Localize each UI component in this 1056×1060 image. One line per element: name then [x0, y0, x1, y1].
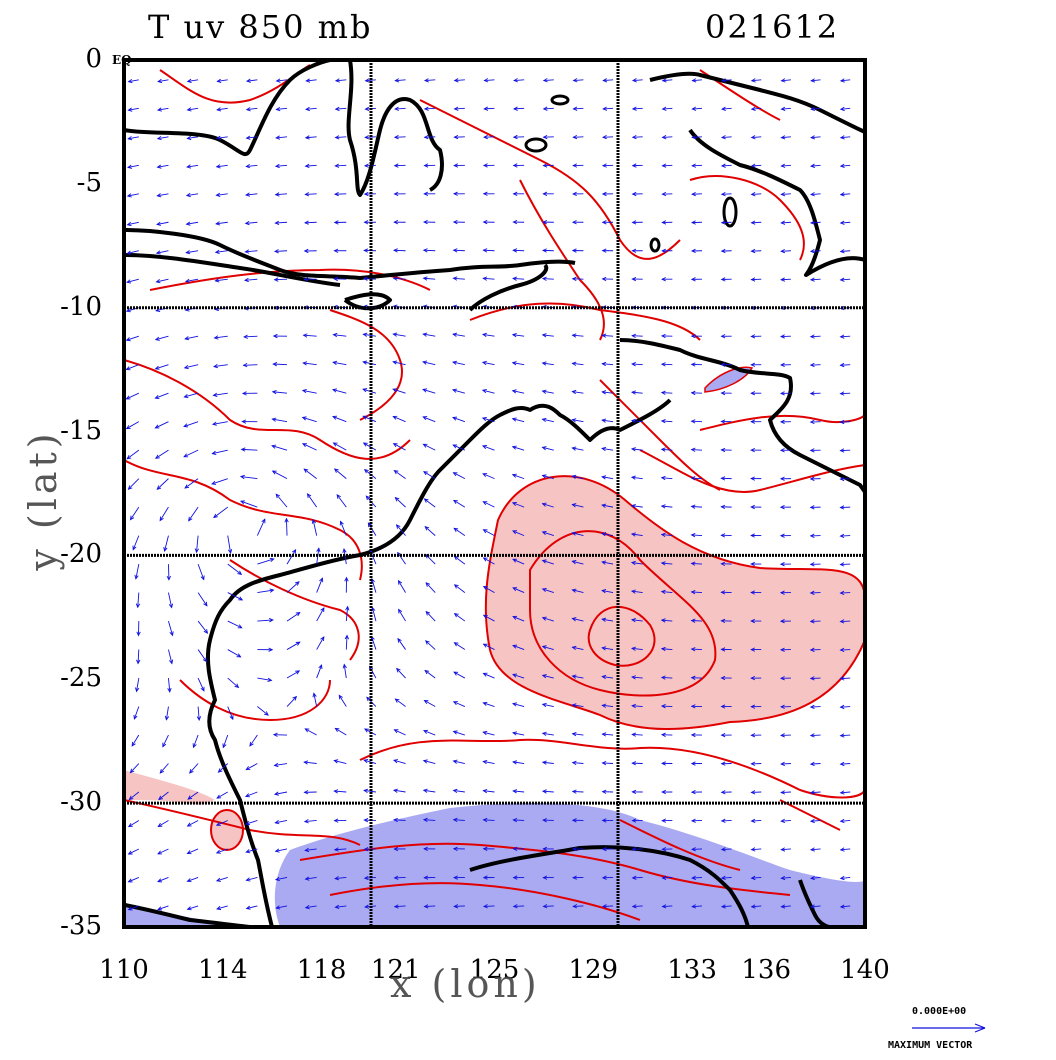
reference-vector-value: 0.000E+00 [912, 1006, 966, 1017]
equator-tag: EQ [112, 53, 132, 67]
wind-vector [242, 449, 258, 450]
wind-vector [198, 650, 206, 662]
wind-vector [228, 621, 242, 628]
wind-vector [395, 498, 405, 508]
y-axis-title: y (lat) [21, 415, 65, 585]
wind-vector [190, 764, 198, 773]
wind-vector [273, 364, 287, 365]
wind-vector [157, 479, 168, 490]
wind-vector [198, 593, 207, 606]
wind-vector [228, 650, 241, 657]
wind-vector [317, 637, 324, 650]
wind-vector [287, 642, 300, 649]
wind-vector [337, 495, 346, 507]
wind-vector [127, 422, 139, 429]
wind-vector [214, 507, 228, 517]
y-tick-label: 0 [22, 44, 102, 74]
wind-vector [308, 494, 317, 507]
coastline [124, 60, 865, 927]
wind-vector [395, 699, 405, 706]
wind-vector [455, 614, 465, 621]
x-tick-label: 114 [188, 955, 258, 985]
warm-anomaly-fill-small [211, 810, 243, 850]
lat-lon-grid [124, 60, 865, 927]
x-tick-label: 118 [287, 955, 357, 985]
island-outline [526, 139, 546, 151]
wind-vector [156, 450, 169, 458]
temperature-contour [690, 176, 804, 260]
coastline-segment [690, 130, 865, 275]
cold-anomaly-fill [275, 803, 865, 927]
x-tick-label: 136 [731, 955, 801, 985]
wind-vector [335, 469, 347, 479]
wind-vector [398, 581, 405, 593]
wind-vector [250, 735, 257, 746]
wind-vector [397, 669, 406, 678]
wind-vector [198, 621, 207, 633]
wind-vector [131, 507, 139, 520]
wind-vector [398, 639, 406, 650]
wind-vector [287, 613, 300, 622]
coastline-segment [620, 340, 865, 492]
wind-vector [425, 527, 435, 536]
x-axis-title: x (lon) [390, 962, 541, 1006]
y-tick-label: -30 [22, 787, 102, 817]
wind-vector [127, 450, 139, 459]
island-outline [724, 198, 736, 226]
wind-vector [426, 641, 435, 650]
reference-vector-label: MAXIMUM VECTOR [888, 1040, 972, 1051]
wind-vector [228, 678, 239, 687]
wind-vector [426, 612, 435, 621]
wind-vector [244, 365, 258, 366]
x-tick-label: 110 [89, 955, 159, 985]
island-outline [552, 96, 568, 104]
temperature-contour [780, 800, 840, 830]
wind-vector [426, 583, 435, 593]
wind-vector [346, 636, 347, 650]
wind-vector [273, 471, 287, 479]
wind-vector [257, 707, 268, 716]
x-tick-label: 133 [657, 955, 727, 985]
wind-vector [394, 471, 405, 479]
x-tick-label: 140 [830, 955, 900, 985]
wind-vector [130, 764, 138, 773]
wind-vector [425, 671, 435, 679]
wind-vector [304, 469, 316, 479]
warm-anomaly-fill-west [124, 770, 215, 805]
wind-vector [286, 519, 287, 536]
y-tick-label: -25 [22, 663, 102, 693]
plot-frame [124, 60, 865, 927]
coastline-segment [345, 294, 390, 308]
wind-vector [189, 507, 198, 521]
wind-vector [287, 697, 296, 707]
wind-vector [287, 550, 296, 564]
island-outline [651, 239, 659, 251]
x-tick-label: 129 [558, 955, 628, 985]
wind-vector [160, 507, 168, 520]
temperature-contour [330, 310, 402, 420]
title-datetime: 021612 [705, 8, 839, 46]
wind-vector [287, 582, 299, 593]
coastline-segment [650, 74, 865, 132]
wind-vector [455, 556, 465, 564]
wind-vector [128, 479, 138, 490]
temperature-contour [124, 360, 410, 459]
wind-vector [257, 519, 264, 535]
y-tick-label: -10 [22, 292, 102, 322]
y-tick-label: -5 [22, 168, 102, 198]
wind-vector [455, 585, 465, 593]
title-variable: T uv 850 mb [148, 8, 372, 46]
temperature-contour [360, 740, 865, 798]
wind-vector [399, 609, 406, 621]
wind-vector [276, 494, 287, 507]
temperature-contour [180, 680, 330, 720]
y-tick-label: -35 [22, 911, 102, 941]
wind-vector [287, 671, 299, 678]
wind-vector [425, 499, 436, 507]
coastline-segment [124, 60, 330, 154]
wind-vector [317, 608, 324, 621]
wind-vector [160, 764, 168, 773]
